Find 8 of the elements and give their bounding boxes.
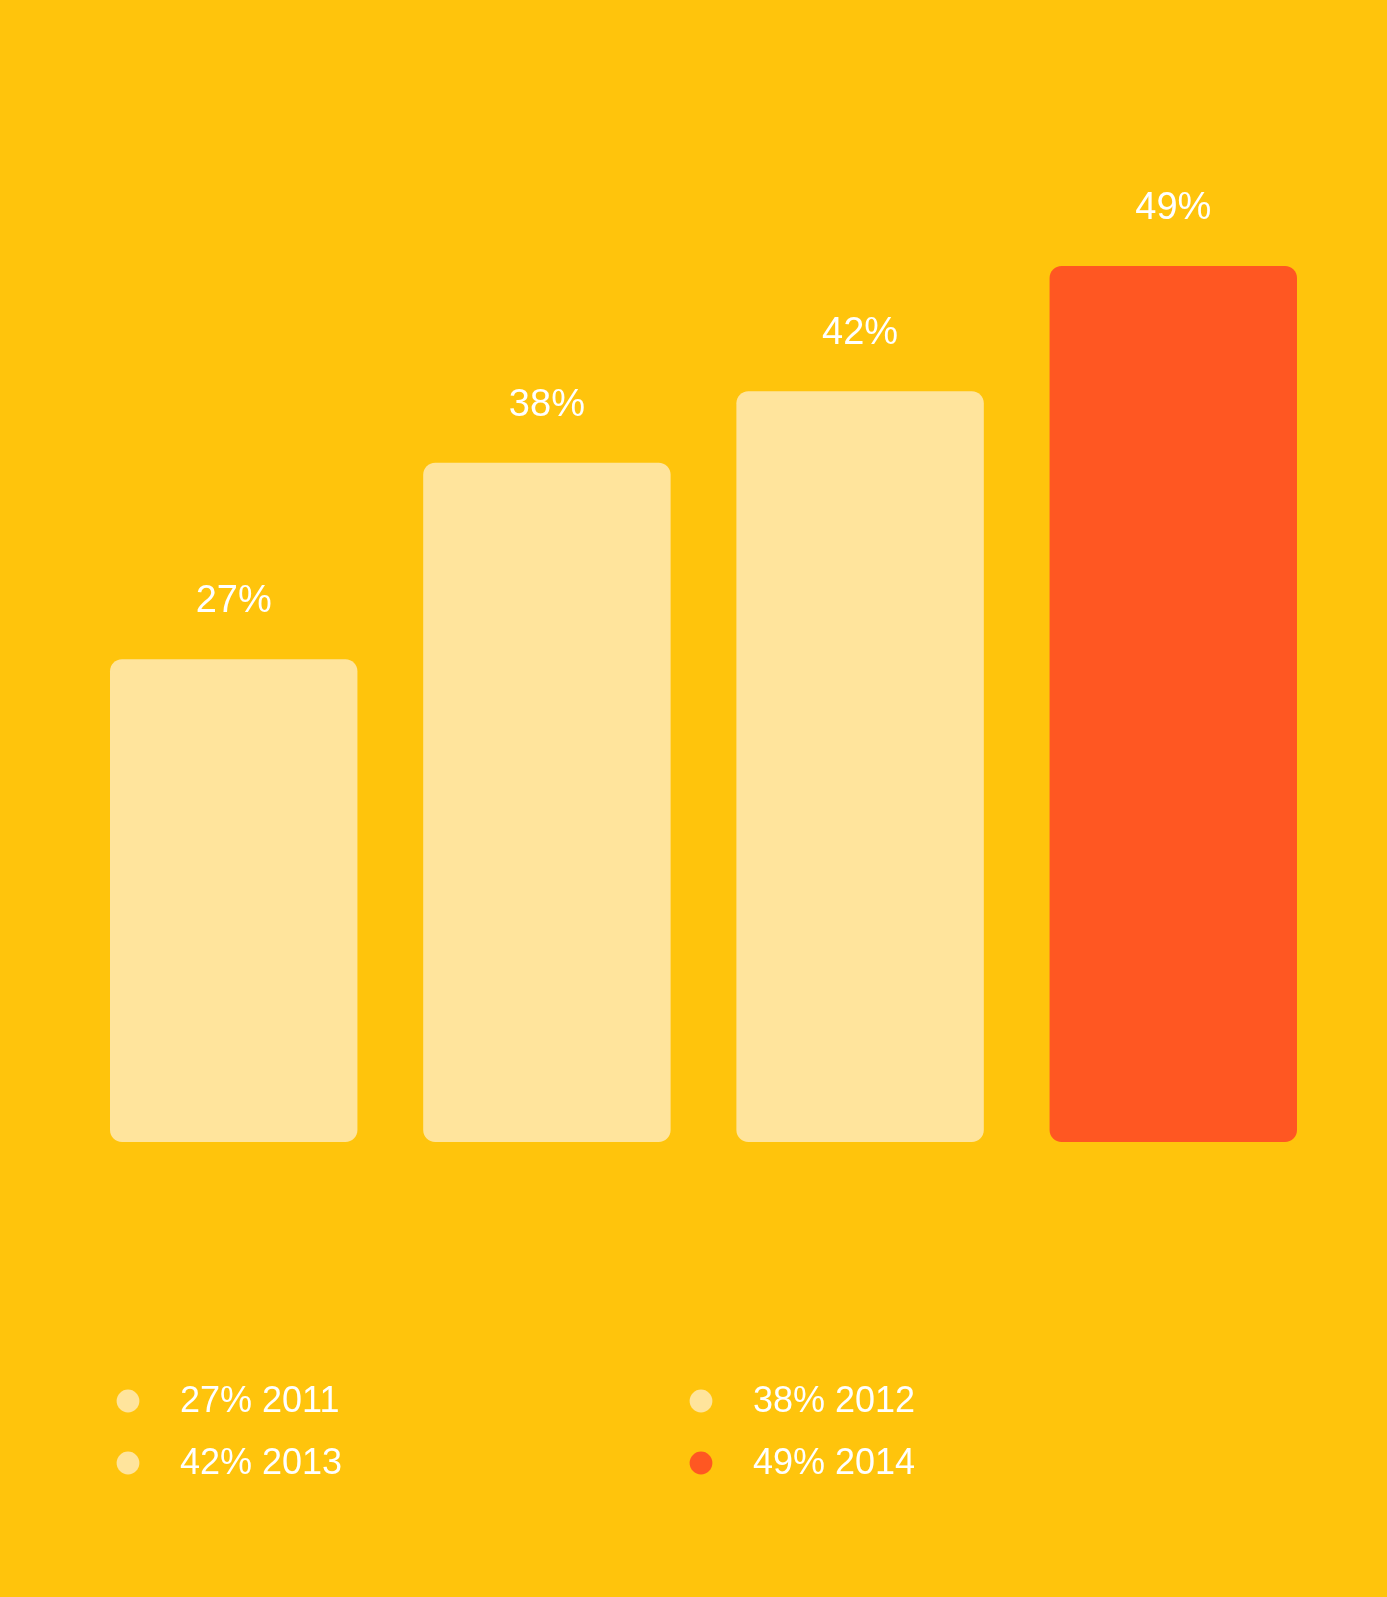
legend-label: 38% 2012: [753, 1379, 916, 1420]
data-label: 27%: [195, 578, 272, 621]
legend-label: 27% 2011: [180, 1379, 340, 1420]
data-label: 49%: [1135, 185, 1212, 227]
data-label: 42%: [822, 310, 899, 353]
data-label: 38%: [508, 381, 585, 424]
legend-label: 49% 2014: [753, 1441, 916, 1482]
legend-label: 42% 2013: [180, 1441, 343, 1482]
